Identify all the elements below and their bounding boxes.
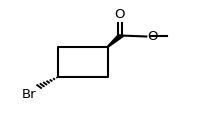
Text: O: O — [147, 29, 158, 42]
Text: O: O — [115, 8, 125, 21]
Polygon shape — [108, 35, 123, 47]
Text: Br: Br — [21, 88, 36, 101]
